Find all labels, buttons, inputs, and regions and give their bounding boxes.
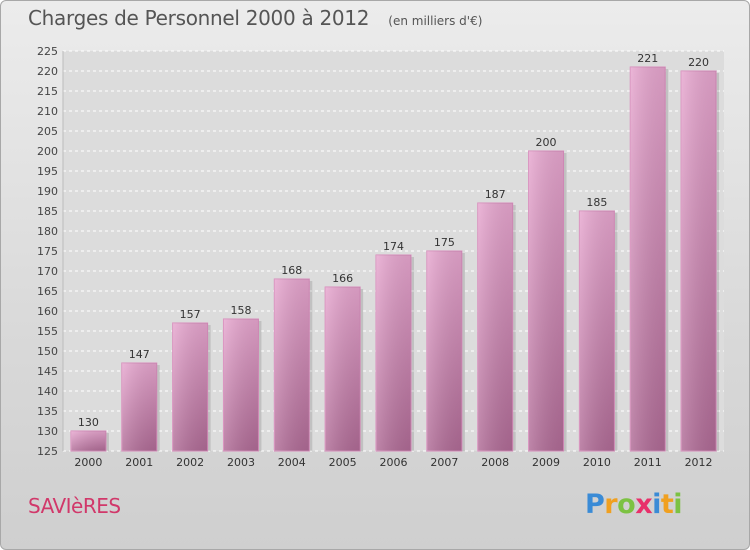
chart-title: Charges de Personnel 2000 à 2012 (28, 6, 370, 30)
logo-letter: i (673, 489, 683, 520)
bar-shading (70, 431, 106, 451)
y-tick-label: 215 (37, 85, 58, 98)
proxiti-logo: Proxiti (585, 489, 683, 520)
bar-shading (630, 67, 666, 451)
value-label: 200 (536, 136, 557, 149)
logo-letter: x (635, 489, 653, 520)
title-row: Charges de Personnel 2000 à 2012 (en mil… (28, 6, 482, 30)
y-tick-label: 155 (37, 325, 58, 338)
value-label: 174 (383, 240, 404, 253)
y-tick-label: 205 (37, 125, 58, 138)
bar-shading (426, 251, 462, 451)
value-label: 221 (637, 52, 658, 65)
chart-subtitle: (en milliers d'€) (388, 14, 483, 28)
x-tick-label: 2003 (227, 456, 255, 469)
place-name: SAVIèRES (28, 494, 121, 518)
value-labels: 130 147 157 158 168 166 174 175 187 200 185 221 220 (78, 52, 709, 429)
value-label: 147 (129, 348, 150, 361)
y-tick-label: 220 (37, 65, 58, 78)
x-tick-label: 2007 (430, 456, 458, 469)
y-tick-label: 185 (37, 205, 58, 218)
x-tick-label: 2012 (685, 456, 713, 469)
y-tick-label: 135 (37, 405, 58, 418)
bar-shading (172, 323, 208, 451)
bar-shading (579, 211, 615, 451)
x-tick-label: 2009 (532, 456, 560, 469)
bar-shading (681, 71, 717, 451)
x-tick-label: 2011 (634, 456, 662, 469)
y-axis-ticks: 125 130 135 140 145 150 155 160 165 170 175 180 185 1… (37, 45, 64, 458)
value-label: 168 (281, 264, 302, 277)
bar-shading (528, 151, 564, 451)
x-tick-label: 2000 (74, 456, 102, 469)
x-tick-label: 2004 (278, 456, 306, 469)
logo-letter: P (585, 489, 605, 520)
y-tick-label: 130 (37, 425, 58, 438)
value-label: 175 (434, 236, 455, 249)
value-label: 166 (332, 272, 353, 285)
x-tick-label: 2001 (125, 456, 153, 469)
x-axis-ticks: 2000 2001 2002 2003 2004 2005 2006 2007 2008 2009… (74, 456, 712, 469)
y-tick-label: 160 (37, 305, 58, 318)
x-tick-label: 2002 (176, 456, 204, 469)
bar-shading (121, 363, 157, 451)
y-tick-label: 210 (37, 105, 58, 118)
y-tick-label: 150 (37, 345, 58, 358)
value-label: 158 (230, 304, 251, 317)
y-tick-label: 200 (37, 145, 58, 158)
x-tick-label: 2005 (329, 456, 357, 469)
bar-shading (325, 287, 361, 451)
y-tick-label: 190 (37, 185, 58, 198)
y-tick-label: 165 (37, 285, 58, 298)
logo-letter: r (604, 489, 618, 520)
value-label: 185 (586, 196, 607, 209)
value-label: 157 (180, 308, 201, 321)
y-tick-label: 175 (37, 245, 58, 258)
y-tick-label: 145 (37, 365, 58, 378)
bar-shading (376, 255, 411, 451)
value-label: 187 (485, 188, 506, 201)
bar-shading (274, 279, 310, 451)
y-tick-label: 140 (37, 385, 58, 398)
logo-letter: t (660, 489, 674, 520)
bar-shading (223, 319, 259, 451)
value-label: 130 (78, 416, 99, 429)
x-tick-label: 2010 (583, 456, 611, 469)
y-tick-label: 170 (37, 265, 58, 278)
y-tick-label: 225 (37, 45, 58, 58)
bars (70, 66, 720, 452)
value-label: 220 (688, 56, 709, 69)
x-tick-label: 2006 (380, 456, 408, 469)
logo-letter: i (652, 489, 661, 520)
logo-letter: o (617, 489, 636, 520)
y-tick-label: 125 (37, 445, 58, 458)
x-tick-label: 2008 (481, 456, 509, 469)
y-tick-label: 180 (37, 225, 58, 238)
bar-shading (477, 203, 513, 451)
y-tick-label: 195 (37, 165, 58, 178)
